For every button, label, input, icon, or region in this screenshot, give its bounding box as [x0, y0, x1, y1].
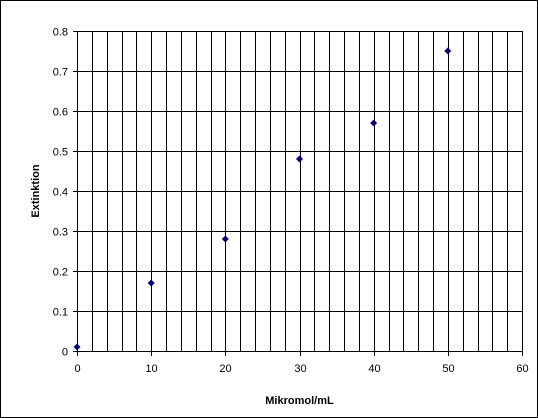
y-tick-label: 0.4 — [53, 187, 68, 199]
x-axis-title: Mikromol/mL — [265, 395, 334, 407]
data-point — [147, 279, 155, 287]
x-tick-label: 10 — [145, 363, 157, 375]
x-tick-label: 50 — [442, 363, 454, 375]
y-tick-label: 0.7 — [53, 67, 68, 79]
y-tick-label: 0.6 — [53, 107, 68, 119]
data-point — [221, 235, 229, 243]
y-tick-label: 0.3 — [53, 227, 68, 239]
data-point — [73, 343, 81, 351]
axes — [73, 31, 523, 356]
y-tick-label: 0.1 — [53, 307, 68, 319]
x-tick-label: 40 — [368, 363, 380, 375]
y-tick-label: 0.2 — [53, 267, 68, 279]
data-point — [444, 47, 452, 55]
x-tick-label: 60 — [516, 363, 528, 375]
grid — [77, 31, 523, 351]
data-points — [73, 47, 452, 351]
tick-labels: 0 0.1 0.2 0.3 0.4 0.5 0.6 0.7 0.8 0 10 20 30 40 50 60 — [53, 27, 529, 376]
y-axis-title: Extinktion — [30, 164, 42, 217]
y-tick-label: 0.5 — [53, 147, 68, 159]
data-point — [296, 155, 303, 163]
x-tick-label: 30 — [294, 363, 306, 375]
x-tick-label: 0 — [74, 363, 80, 375]
y-tick-label: 0.8 — [53, 27, 68, 39]
data-point — [370, 119, 378, 127]
x-tick-label: 20 — [219, 363, 231, 375]
y-tick-label: 0 — [62, 347, 68, 359]
